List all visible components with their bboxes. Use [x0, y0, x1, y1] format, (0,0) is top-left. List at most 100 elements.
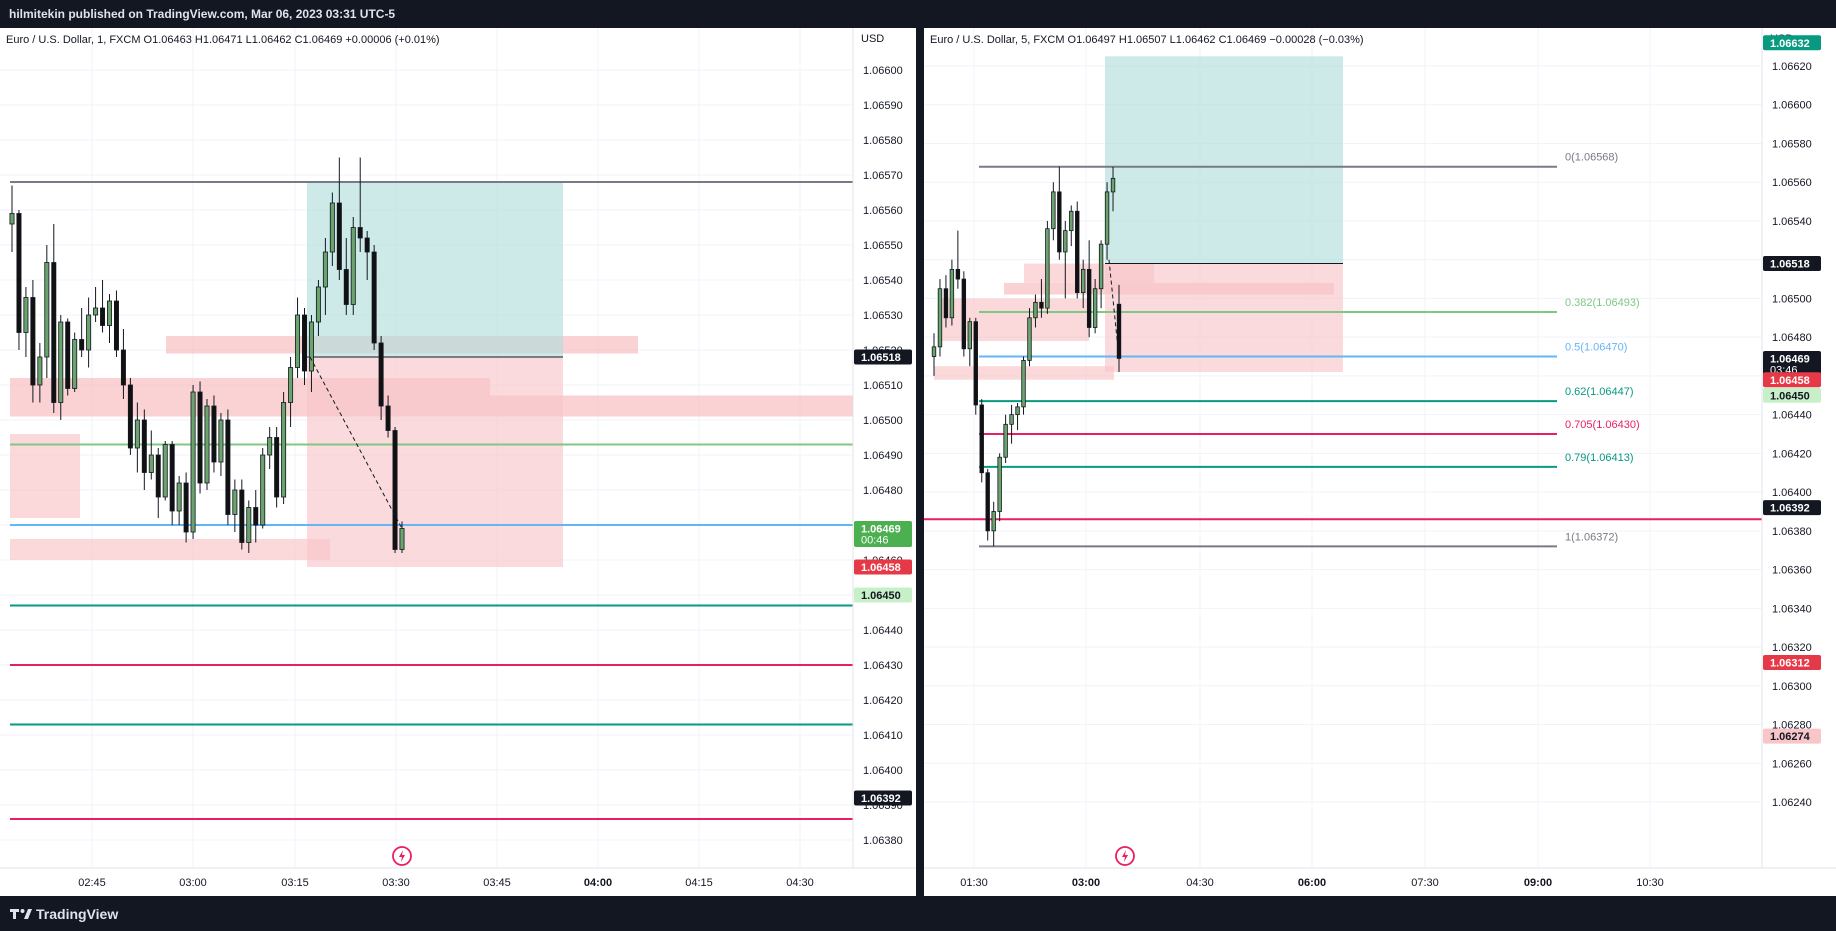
stop-zone[interactable]	[307, 357, 563, 567]
time-axis[interactable]	[0, 868, 916, 896]
bull-candle[interactable]	[204, 405, 210, 484]
lightning-icon[interactable]	[392, 846, 412, 866]
stop-zone[interactable]	[1105, 263, 1343, 373]
bull-candle[interactable]	[1033, 301, 1038, 319]
right-chart-panel[interactable]: 0(1.06568) 0.382(1.06493) 0.5(1.06470) 0.62…	[924, 28, 1836, 896]
bull-candle[interactable]	[1045, 228, 1050, 309]
bear-candle[interactable]	[120, 349, 126, 386]
bull-candle[interactable]	[949, 268, 955, 319]
bull-candle[interactable]	[1027, 317, 1032, 361]
bear-candle[interactable]	[100, 307, 106, 326]
bull-candle[interactable]	[1092, 288, 1098, 328]
bear-candle[interactable]	[1086, 268, 1092, 328]
bull-candle[interactable]	[93, 307, 99, 316]
bull-candle[interactable]	[329, 202, 335, 253]
bull-candle[interactable]	[1003, 423, 1008, 458]
left-chart-svg[interactable]: USD 1.06600 1.06590 1.06580 1.06570 1.06560 1.…	[0, 28, 916, 896]
bull-candle[interactable]	[997, 456, 1002, 512]
bull-candle[interactable]	[23, 297, 29, 333]
bull-candle[interactable]	[288, 367, 294, 403]
panel-separator[interactable]	[916, 28, 924, 896]
bull-candle[interactable]	[399, 528, 405, 550]
bear-candle[interactable]	[239, 489, 245, 543]
bear-candle[interactable]	[127, 384, 133, 449]
bull-candle[interactable]	[72, 339, 78, 389]
bull-candle[interactable]	[58, 321, 64, 403]
bull-candle[interactable]	[295, 314, 301, 368]
bear-candle[interactable]	[385, 405, 391, 431]
bear-candle[interactable]	[955, 268, 961, 280]
bull-candle[interactable]	[1098, 243, 1104, 290]
bear-candle[interactable]	[51, 262, 57, 403]
bull-candle[interactable]	[315, 286, 321, 323]
bear-candle[interactable]	[197, 391, 203, 484]
bull-candle[interactable]	[1015, 406, 1020, 416]
time-axis[interactable]	[924, 868, 1836, 896]
bear-candle[interactable]	[343, 269, 349, 305]
bear-candle[interactable]	[79, 339, 85, 351]
bear-candle[interactable]	[141, 419, 147, 473]
bear-candle[interactable]	[979, 404, 984, 474]
bear-candle[interactable]	[183, 482, 189, 533]
bear-candle[interactable]	[155, 454, 161, 498]
bull-candle[interactable]	[44, 262, 50, 358]
bull-candle[interactable]	[232, 489, 238, 515]
bull-candle[interactable]	[9, 213, 15, 225]
bull-candle[interactable]	[1110, 177, 1116, 193]
bear-candle[interactable]	[973, 321, 978, 406]
bull-candle[interactable]	[176, 482, 182, 512]
bear-candle[interactable]	[985, 472, 990, 532]
lightning-icon[interactable]	[1115, 846, 1135, 866]
bear-candle[interactable]	[357, 227, 363, 239]
bear-candle[interactable]	[253, 507, 259, 526]
bull-candle[interactable]	[308, 321, 314, 372]
bull-candle[interactable]	[260, 454, 266, 526]
price-axis[interactable]	[853, 28, 916, 868]
bear-candle[interactable]	[392, 430, 398, 550]
bull-candle[interactable]	[190, 391, 196, 533]
bull-candle[interactable]	[218, 419, 224, 463]
bull-candle[interactable]	[1081, 268, 1086, 294]
bull-candle[interactable]	[967, 321, 972, 350]
bear-candle[interactable]	[65, 321, 71, 389]
bull-candle[interactable]	[134, 419, 140, 449]
demand-zone[interactable]	[10, 539, 330, 560]
bear-candle[interactable]	[378, 342, 384, 407]
bull-candle[interactable]	[281, 402, 287, 498]
bear-candle[interactable]	[1057, 191, 1062, 253]
bear-candle[interactable]	[364, 237, 370, 253]
bull-candle[interactable]	[37, 356, 43, 386]
bull-candle[interactable]	[1021, 359, 1026, 408]
bull-candle[interactable]	[350, 227, 356, 305]
tradingview-logo[interactable]: TradingView	[10, 906, 118, 922]
bear-candle[interactable]	[302, 314, 307, 372]
bull-candle[interactable]	[162, 444, 168, 498]
demand-zone[interactable]	[10, 434, 80, 518]
bear-candle[interactable]	[1075, 210, 1080, 294]
bull-candle[interactable]	[107, 300, 112, 326]
bull-candle[interactable]	[1009, 414, 1014, 425]
bull-candle[interactable]	[937, 288, 943, 348]
bear-candle[interactable]	[371, 251, 377, 344]
bear-candle[interactable]	[961, 278, 967, 350]
bull-candle[interactable]	[1104, 191, 1110, 245]
bull-candle[interactable]	[1069, 210, 1074, 232]
bear-candle[interactable]	[211, 405, 217, 463]
profit-zone[interactable]	[307, 182, 563, 357]
bear-candle[interactable]	[16, 213, 22, 333]
right-chart-svg[interactable]: 0(1.06568) 0.382(1.06493) 0.5(1.06470) 0.62…	[924, 28, 1836, 896]
bear-candle[interactable]	[30, 297, 36, 386]
bear-candle[interactable]	[113, 300, 119, 351]
bear-candle[interactable]	[336, 202, 342, 270]
bear-candle[interactable]	[943, 288, 949, 319]
bull-candle[interactable]	[148, 454, 154, 473]
bear-candle[interactable]	[274, 437, 280, 498]
left-chart-panel[interactable]: USD 1.06600 1.06590 1.06580 1.06570 1.06560 1.…	[0, 28, 916, 896]
bear-candle[interactable]	[169, 444, 175, 512]
profit-zone[interactable]	[1105, 56, 1343, 264]
bull-candle[interactable]	[991, 511, 996, 532]
bull-candle[interactable]	[931, 346, 937, 357]
price-axis[interactable]	[1762, 28, 1836, 868]
bear-candle[interactable]	[1039, 301, 1044, 309]
bull-candle[interactable]	[1063, 230, 1068, 253]
